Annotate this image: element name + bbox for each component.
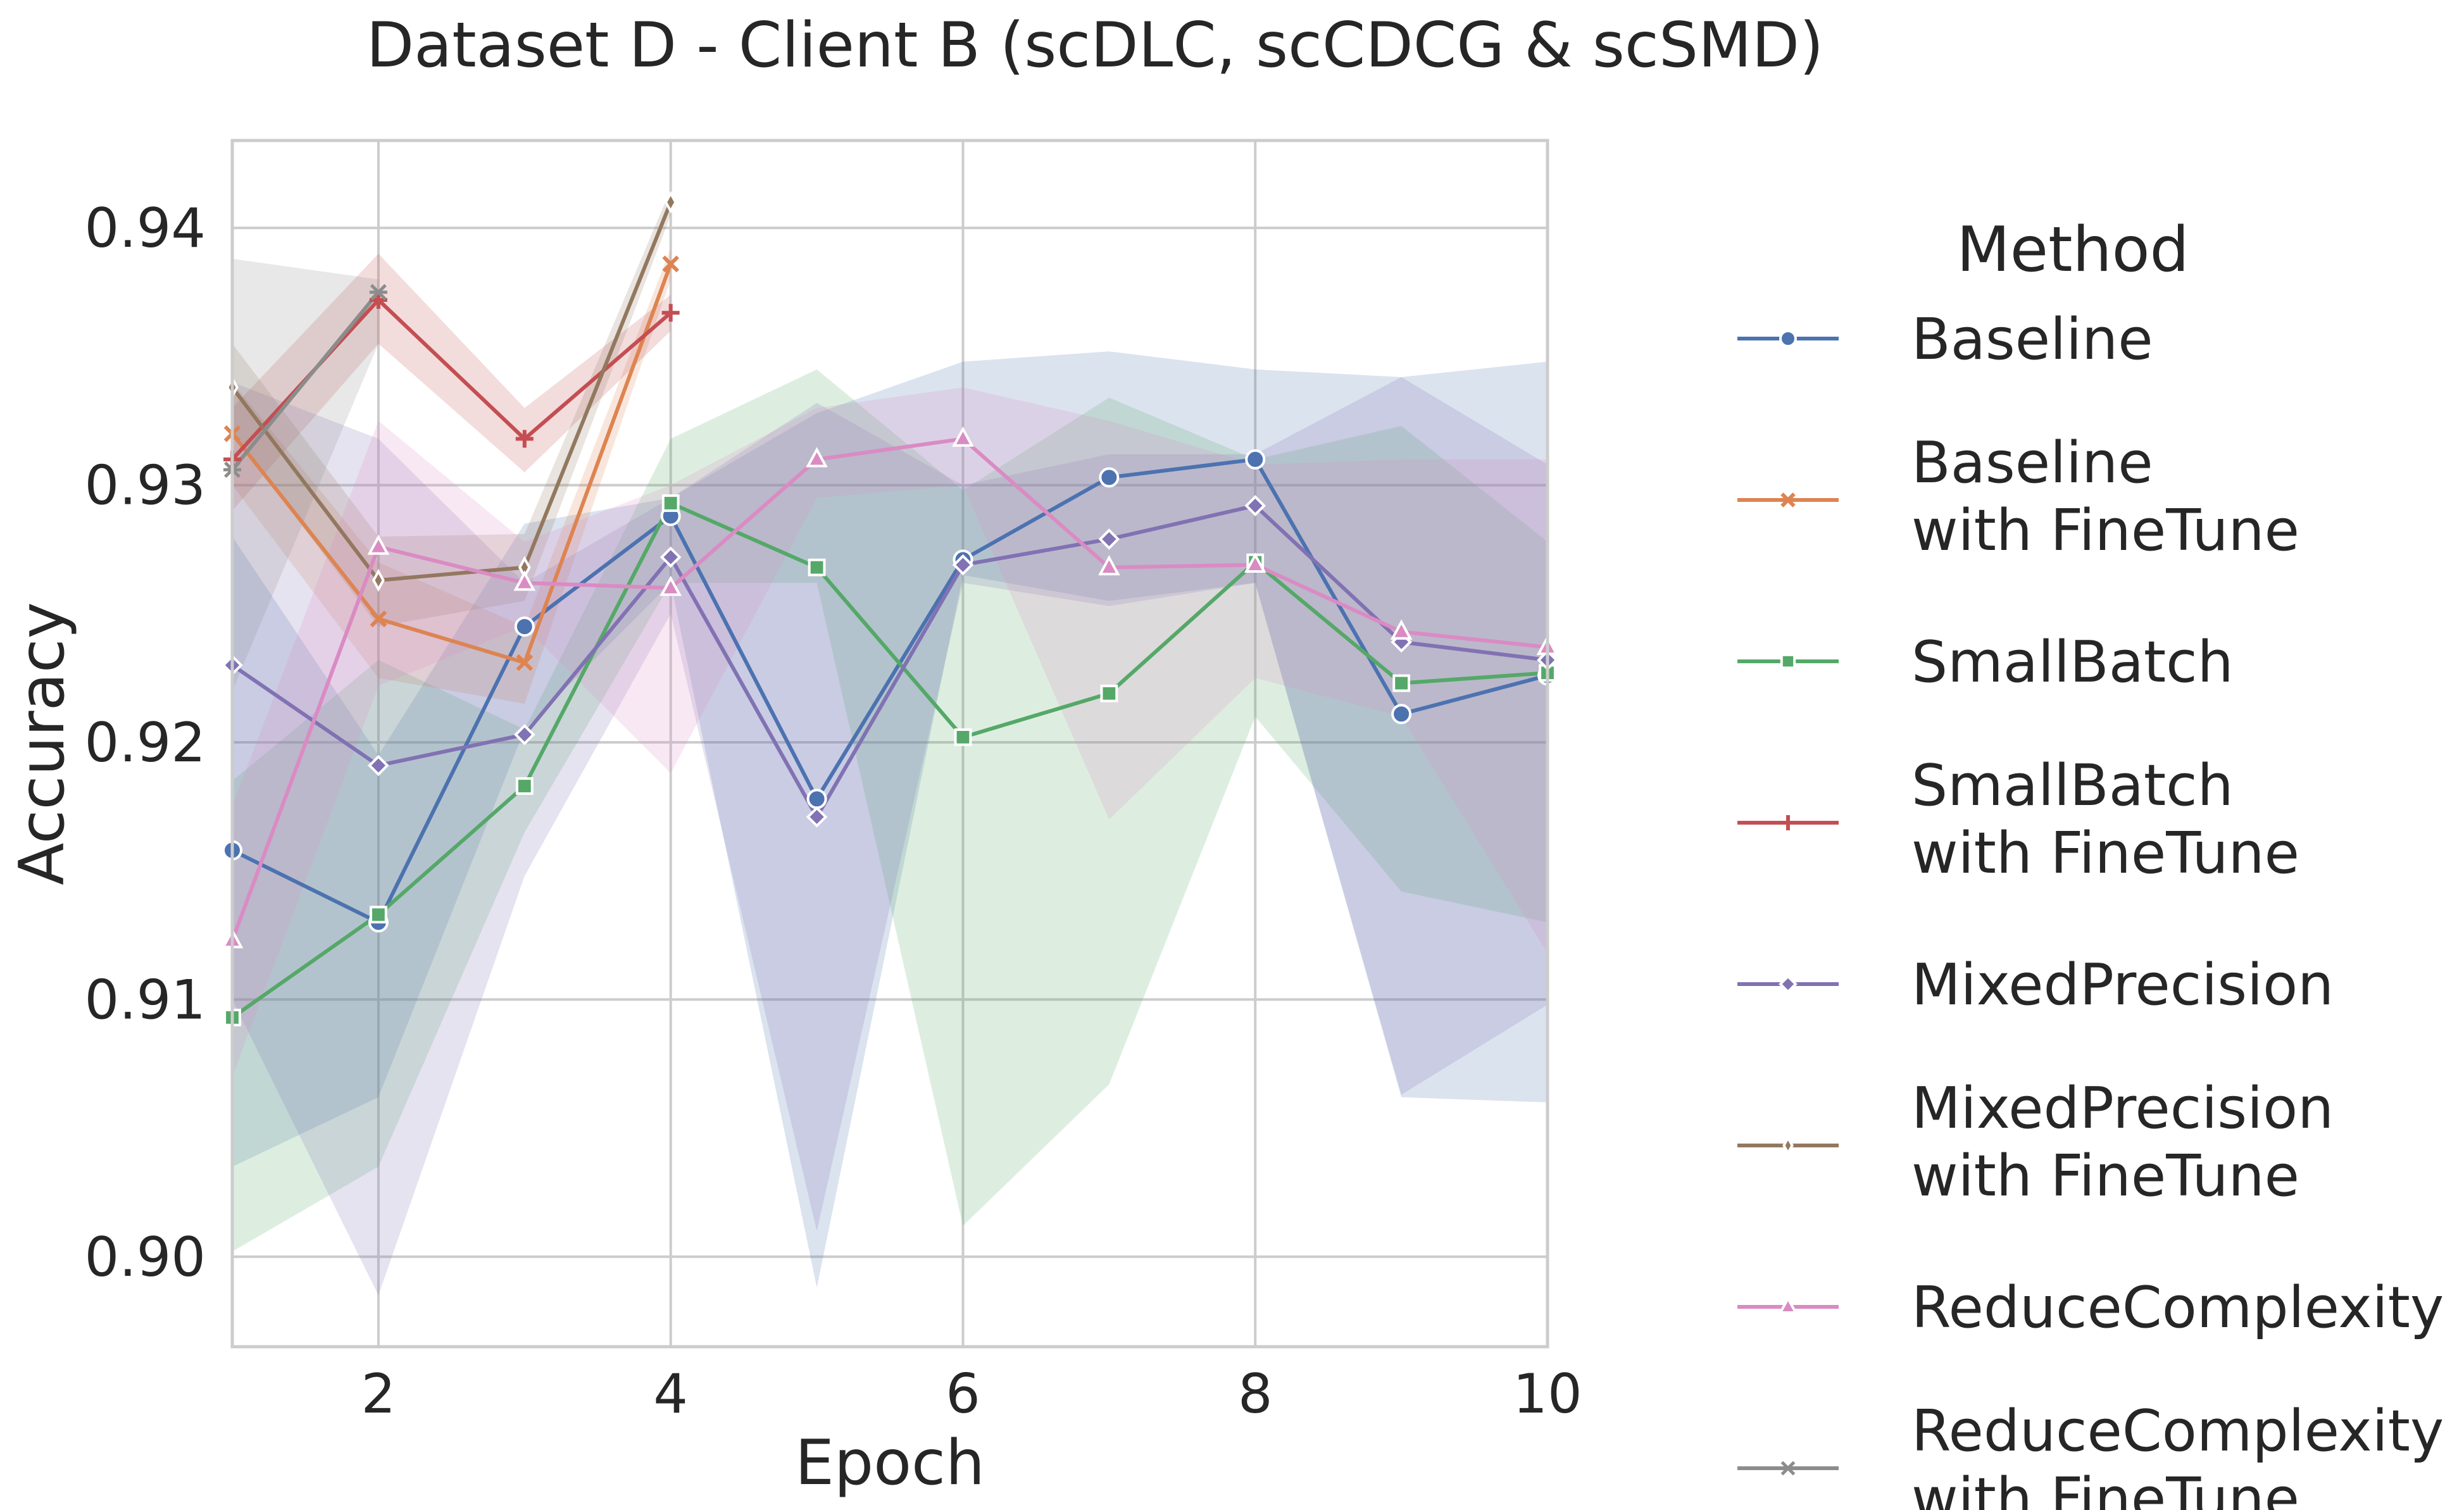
band-mixedprecision xyxy=(232,377,1548,1295)
legend-marker-reducecomplexity-with-finetune xyxy=(1780,1461,1796,1476)
legend-marker-mixedprecision-with-finetune xyxy=(1782,1135,1794,1156)
point-baseline-with-finetune xyxy=(662,255,679,273)
legend-label-baseline: Baseline xyxy=(1911,306,2153,373)
point-mixedprecision xyxy=(806,806,828,828)
legend-label-smallbatch-with-finetune: with FineTune xyxy=(1911,820,2299,887)
point-mixedprecision xyxy=(1098,528,1120,550)
plot-frame xyxy=(230,139,1549,1349)
band-mixedprecision-with-finetune xyxy=(232,189,671,627)
point-baseline xyxy=(1099,467,1120,488)
legend-marker-reducecomplexity xyxy=(1778,1295,1798,1314)
x-tick-label: 2 xyxy=(361,1363,396,1426)
legend-label-smallbatch: SmallBatch xyxy=(1911,629,2234,696)
point-baseline-with-finetune xyxy=(516,654,534,671)
legend-label-mixedprecision: MixedPrecision xyxy=(1911,952,2334,1018)
band-smallbatch-with-finetune xyxy=(232,253,671,511)
y-axis-ticks: 0.90 0.91 0.92 0.93 0.94 xyxy=(85,197,206,1289)
point-baseline xyxy=(806,789,827,809)
legend-label-mixedprecision-with-finetune: MixedPrecision xyxy=(1911,1075,2334,1142)
legend-marker-smallbatch-with-finetune xyxy=(1780,815,1796,830)
point-mixedprecision xyxy=(1244,495,1266,516)
line-reducecomplexity xyxy=(230,437,1548,941)
point-smallbatch xyxy=(369,906,387,924)
line-mixedprecision xyxy=(231,504,1548,819)
legend-label-reducecomplexity: ReduceComplexity xyxy=(1911,1275,2444,1341)
line-reducecomplexity-with-finetune xyxy=(230,290,380,471)
point-smallbatch xyxy=(954,728,972,746)
y-tick-label: 0.92 xyxy=(85,711,206,775)
point-smallbatch xyxy=(661,494,680,512)
line-baseline xyxy=(231,457,1548,925)
legend-marker-smallbatch xyxy=(1780,653,1796,670)
series-lines xyxy=(230,201,1548,1020)
point-reducecomplexity xyxy=(367,534,390,555)
point-mixedprecision xyxy=(368,754,389,777)
point-reducecomplexity xyxy=(1098,555,1120,576)
point-smallbatch-with-finetune xyxy=(661,304,680,322)
legend-title: Method xyxy=(1956,214,2189,286)
x-tick-label: 4 xyxy=(653,1363,688,1426)
point-baseline-with-finetune xyxy=(370,610,387,628)
legend-marker-baseline xyxy=(1779,330,1797,347)
x-tick-label: 10 xyxy=(1513,1363,1582,1426)
line-baseline-with-finetune xyxy=(230,263,673,665)
point-reducecomplexity xyxy=(952,426,974,447)
band-baseline-with-finetune xyxy=(232,248,671,704)
point-mixedprecision-with-finetune xyxy=(664,190,677,214)
legend-label-baseline-with-finetune: Baseline xyxy=(1911,430,2153,496)
line-smallbatch xyxy=(231,501,1548,1020)
x-axis-label: Epoch xyxy=(795,1427,985,1499)
x-tick-label: 6 xyxy=(946,1363,980,1426)
point-mixedprecision-with-finetune xyxy=(372,568,385,592)
point-baseline xyxy=(514,616,535,637)
point-baseline xyxy=(1391,704,1412,725)
point-smallbatch xyxy=(1100,684,1118,702)
y-tick-label: 0.93 xyxy=(85,454,206,518)
point-reducecomplexity xyxy=(806,447,828,468)
point-reducecomplexity xyxy=(1390,619,1413,640)
x-axis-ticks: 2 4 6 8 10 xyxy=(361,1363,1582,1426)
y-tick-label: 0.94 xyxy=(85,197,206,260)
chart-title: Dataset D - Client B (scDLC, scCDCG & sc… xyxy=(366,9,1824,82)
band-reducecomplexity-with-finetune xyxy=(232,258,378,691)
legend-marker-baseline-with-finetune xyxy=(1780,492,1796,508)
point-smallbatch xyxy=(808,558,826,577)
point-smallbatch-with-finetune xyxy=(515,430,534,448)
legend-label-smallbatch-with-finetune: SmallBatch xyxy=(1911,752,2234,819)
point-reducecomplexity xyxy=(513,570,536,591)
legend-label-reducecomplexity-with-finetune: ReduceComplexity xyxy=(1911,1398,2444,1464)
point-smallbatch xyxy=(515,777,534,795)
x-tick-label: 8 xyxy=(1238,1363,1273,1426)
y-tick-label: 0.91 xyxy=(85,968,206,1032)
line-mixedprecision-with-finetune xyxy=(230,201,673,582)
point-smallbatch xyxy=(1392,674,1411,692)
point-reducecomplexity xyxy=(1244,552,1266,573)
series-markers xyxy=(221,190,1559,1026)
legend-label-reducecomplexity-with-finetune: with FineTune xyxy=(1911,1466,2299,1510)
band-smallbatch xyxy=(232,369,1548,1252)
legend-marker-mixedprecision xyxy=(1779,975,1798,994)
point-reducecomplexity xyxy=(660,575,682,596)
y-axis-label: Accuracy xyxy=(6,602,78,885)
point-mixedprecision xyxy=(952,554,974,576)
point-mixedprecision xyxy=(660,546,682,568)
point-reducecomplexity-with-finetune xyxy=(369,284,387,301)
legend-label-baseline-with-finetune: with FineTune xyxy=(1911,497,2299,564)
confidence-bands xyxy=(232,189,1548,1295)
point-baseline xyxy=(1245,449,1266,470)
y-tick-label: 0.90 xyxy=(85,1226,206,1289)
point-mixedprecision xyxy=(513,723,535,746)
legend-label-mixedprecision-with-finetune: with FineTune xyxy=(1911,1143,2299,1209)
